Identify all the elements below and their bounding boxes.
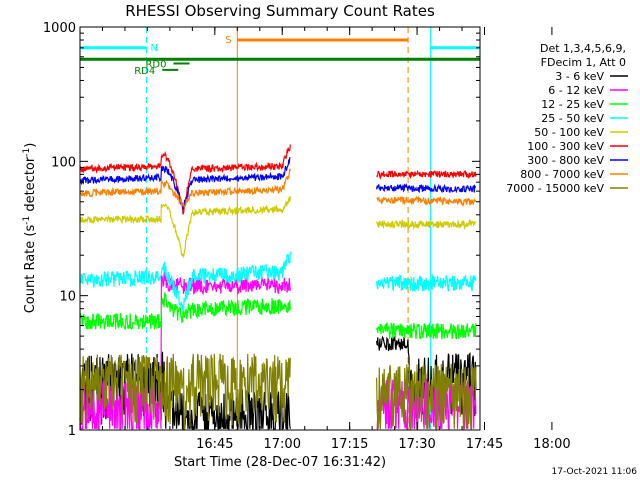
legend-label: 800 - 7000 keV	[520, 168, 604, 181]
y-tick-label: 1	[68, 424, 76, 439]
saa-flag-label: S	[225, 35, 231, 46]
plot-frame	[79, 26, 481, 431]
series-line	[79, 196, 477, 258]
y-tick-label: 100	[51, 155, 76, 170]
x-tick-label: 17:00	[264, 437, 301, 452]
x-axis-label: Start Time (28-Dec-07 16:31:42)	[174, 455, 386, 470]
y-axis: 1 10 100 1000	[43, 21, 480, 439]
legend-label: 25 - 50 keV	[541, 112, 604, 125]
y-tick-label: 1000	[43, 21, 76, 36]
series-line	[79, 251, 477, 313]
series-line	[79, 156, 477, 211]
y-axis-label: Count Rate (s-1 detector-1)	[22, 143, 38, 314]
chart-title: RHESSI Observing Summary Count Rates	[125, 2, 435, 20]
legend-label: 3 - 6 keV	[555, 70, 604, 83]
legend: Det 1,3,4,5,6,9, FDecim 1, Att 0 3 - 6 k…	[506, 42, 628, 195]
y-tick-label: 10	[59, 290, 76, 305]
attenuator-label: RD4	[134, 66, 155, 77]
x-tick-label: 18:00	[533, 437, 570, 452]
legend-header-2: FDecim 1, Att 0	[541, 56, 626, 69]
legend-label: 100 - 300 keV	[527, 140, 604, 153]
x-axis: 16:45 17:00 17:15 17:30 17:45 18:00	[101, 27, 571, 452]
legend-label: 6 - 12 keV	[548, 84, 604, 97]
legend-label: 50 - 100 keV	[534, 126, 604, 139]
legend-label: 300 - 800 keV	[527, 154, 604, 167]
x-tick-label: 17:15	[331, 437, 368, 452]
legend-header-1: Det 1,3,4,5,6,9,	[540, 42, 626, 55]
night-flag-label: N	[151, 43, 158, 54]
series-line	[79, 168, 477, 208]
legend-label: 7000 - 15000 keV	[506, 182, 604, 195]
attenuator-label: RD0	[145, 59, 166, 70]
x-tick-label: 17:45	[466, 437, 503, 452]
timestamp: 17-Oct-2021 11:06	[552, 467, 638, 477]
x-tick-label: 16:45	[196, 437, 233, 452]
series-line	[79, 292, 477, 340]
series-line	[79, 353, 477, 430]
x-tick-label: 17:30	[398, 437, 435, 452]
legend-label: 12 - 25 keV	[541, 98, 604, 111]
